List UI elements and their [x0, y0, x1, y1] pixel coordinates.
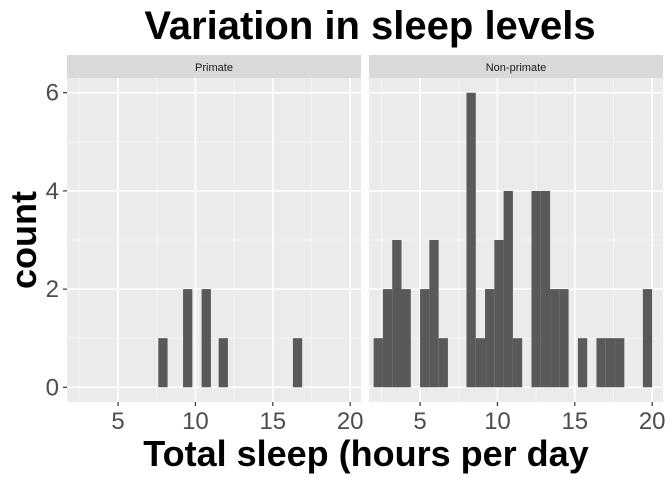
histogram-bar [550, 289, 560, 388]
chart-title: Variation in sleep levels [144, 4, 595, 48]
histogram-bar [596, 338, 606, 388]
histogram-bar [475, 338, 486, 388]
histogram-bar [531, 190, 541, 388]
histogram-bar [420, 289, 430, 388]
histogram-bar [292, 338, 303, 388]
y-tick-label: 4 [46, 178, 59, 205]
facet-strip-label: Primate [195, 62, 233, 74]
facet-strip-label: Non-primate [486, 62, 547, 74]
histogram-bar [382, 289, 393, 388]
histogram-bar [201, 289, 211, 388]
facet-panels: Primate 5 10 15 20 Non-primate 5 10 15 20 [67, 55, 666, 435]
x-tick-label: 20 [639, 408, 666, 435]
histogram-bar [577, 338, 588, 388]
facet-panel-1: Primate 5 10 15 20 [67, 55, 364, 435]
histogram-bar [485, 289, 495, 388]
facet-panel-2: Non-primate 5 10 15 20 [369, 55, 666, 435]
histogram-bar [401, 289, 411, 388]
histogram-bar [494, 240, 504, 388]
x-tick-label: 5 [413, 408, 426, 435]
x-axis-title: Total sleep (hours per day [143, 433, 588, 474]
y-tick-label: 0 [46, 374, 59, 401]
histogram-bar [540, 190, 551, 388]
histogram-bar [158, 338, 168, 388]
histogram-bar [373, 338, 383, 388]
facet-strip [67, 55, 361, 78]
histogram-bar [559, 289, 569, 388]
histogram-bar [183, 289, 193, 388]
y-axis-title: count [3, 191, 44, 289]
y-tick-label: 6 [46, 80, 59, 107]
histogram-bar [466, 92, 476, 388]
histogram-bar [605, 338, 616, 388]
x-tick-label: 15 [259, 408, 286, 435]
y-axis: 0 2 4 6 [46, 80, 67, 401]
histogram-bar [438, 338, 448, 388]
histogram-bar [503, 190, 513, 388]
histogram-bar [512, 338, 523, 388]
x-tick-label: 15 [561, 408, 588, 435]
histogram-bar [615, 338, 625, 388]
x-tick-label: 5 [111, 408, 124, 435]
histogram-bar [218, 338, 228, 388]
x-tick-label: 10 [182, 408, 209, 435]
histogram-bar [392, 240, 402, 388]
x-tick-label: 10 [484, 408, 511, 435]
x-tick-label: 20 [337, 408, 364, 435]
y-tick-label: 2 [46, 276, 59, 303]
facet-strip [369, 55, 663, 78]
histogram-bar [642, 289, 653, 388]
histogram-bar [429, 240, 439, 388]
